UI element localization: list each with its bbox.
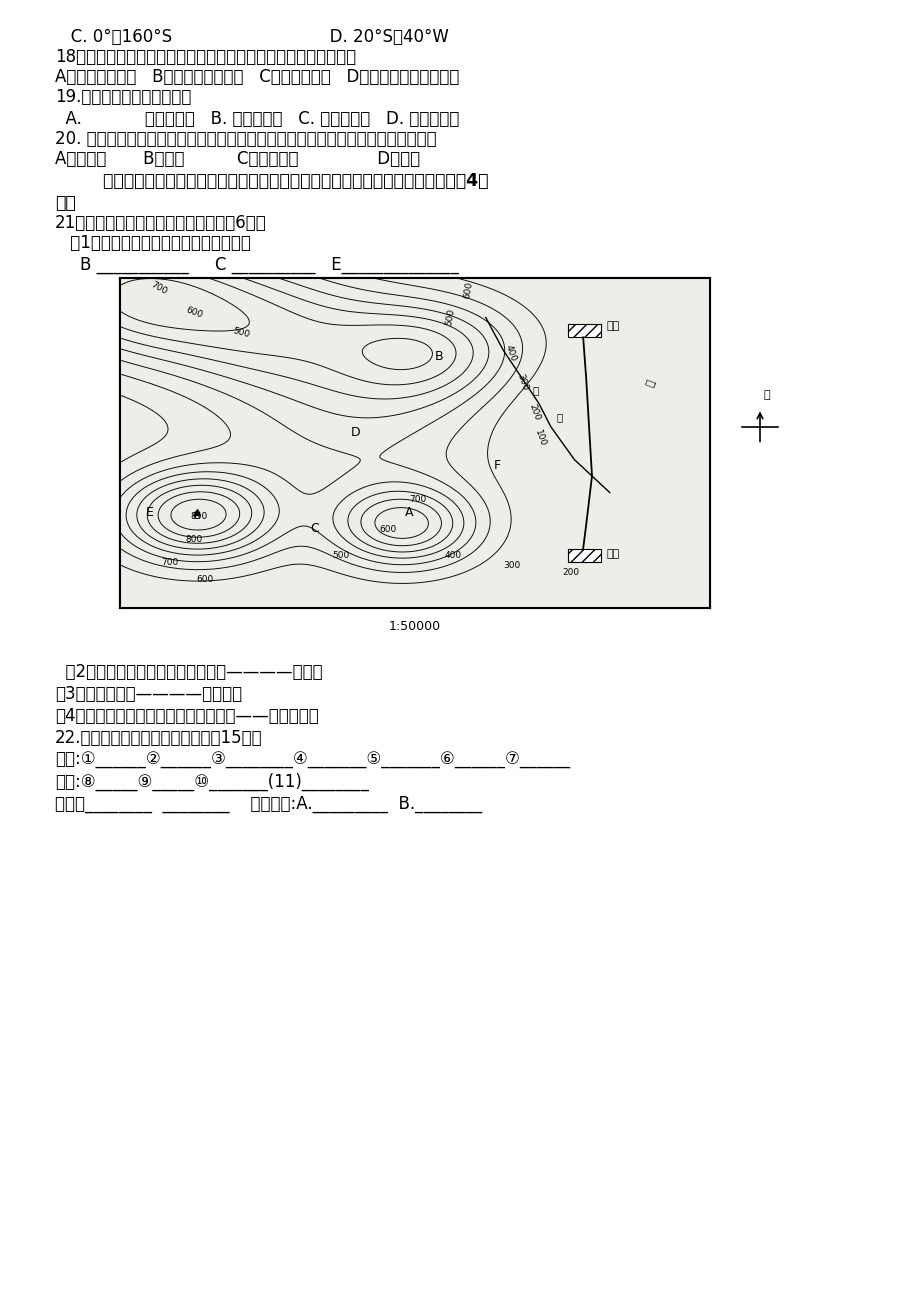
Text: G: G	[193, 511, 200, 521]
Text: 850: 850	[190, 512, 208, 521]
Text: 北: 北	[762, 390, 769, 400]
Text: （3）图中小河向————方向流。: （3）图中小河向————方向流。	[55, 685, 242, 703]
Text: 小: 小	[532, 386, 539, 395]
Text: C. 0°，160°S                              D. 20°S，40°W: C. 0°，160°S D. 20°S，40°W	[55, 29, 448, 46]
Text: 200: 200	[527, 403, 540, 422]
Text: A.            乌拉尔山脉   B. 高加索山脉   C. 苏伊士运河   D. 巴拿马运河: A. 乌拉尔山脉 B. 高加索山脉 C. 苏伊士运河 D. 巴拿马运河	[55, 111, 459, 127]
Text: 500: 500	[232, 326, 251, 339]
Text: B ___________     C __________   E______________: B ___________ C __________ E____________…	[80, 256, 459, 274]
Text: 19.亚洲和非洲的分界线是：: 19.亚洲和非洲的分界线是：	[55, 88, 191, 107]
Text: 大洋:⑧_____⑨_____⑩_______(11)________: 大洋:⑧_____⑨_____⑩_______(11)________	[55, 774, 369, 792]
Text: 500: 500	[444, 308, 456, 326]
Text: 100: 100	[532, 429, 547, 448]
Text: 大洲:①______②______③________④_______⑤_______⑥______⑦______: 大洲:①______②______③________④_______⑤_____…	[55, 751, 570, 770]
Bar	[568, 549, 600, 562]
Text: 700: 700	[150, 280, 169, 296]
Text: 20. 两位同学分别从上海和武汉沿着各自所在地的经线向北走，他俩相会的地点在：: 20. 两位同学分别从上海和武汉沿着各自所在地的经线向北走，他俩相会的地点在：	[55, 130, 437, 148]
Text: 600: 600	[461, 281, 473, 300]
Text: 700: 700	[161, 558, 178, 567]
Text: 500: 500	[332, 551, 349, 560]
Text: 河: 河	[644, 378, 656, 389]
Text: A、英语、基督教   B、法语、伊斯兰教   C、汉语、佛教   D、阿拉伯语、伊斯兰教: A、英语、基督教 B、法语、伊斯兰教 C、汉语、佛教 D、阿拉伯语、伊斯兰教	[55, 68, 459, 86]
Text: 周庄: 周庄	[607, 549, 619, 559]
Text: 400: 400	[503, 343, 517, 363]
Text: 22.读东西半球图，完成下列内容（15分）: 22.读东西半球图，完成下列内容（15分）	[55, 729, 262, 747]
Text: 21、读等高线地形图，按要求完成：（6分）: 21、读等高线地形图，按要求完成：（6分）	[55, 214, 267, 231]
Text: （2）在这幅图中，李庄位于周庄的————方向。: （2）在这幅图中，李庄位于周庄的————方向。	[55, 663, 323, 681]
Text: 三、你会读图吗？（运用你学会的读图技能，解答下列各题。每空１分，本题共4０: 三、你会读图吗？（运用你学会的读图技能，解答下列各题。每空１分，本题共4０	[55, 172, 488, 190]
Bar	[119, 278, 709, 608]
Text: 400: 400	[444, 551, 461, 560]
Text: 1:50000: 1:50000	[389, 620, 440, 633]
Text: 700: 700	[409, 495, 425, 504]
Text: 200: 200	[562, 568, 579, 577]
Text: 600: 600	[197, 575, 214, 584]
Text: 300: 300	[515, 373, 529, 393]
Text: 800: 800	[185, 536, 202, 543]
Text: B: B	[434, 351, 442, 364]
Text: 河: 河	[556, 412, 562, 423]
Text: 300: 300	[503, 562, 520, 571]
Text: A、北极圈       B、北极          C、南回归线               D、南极: A、北极圈 B、北极 C、南回归线 D、南极	[55, 150, 420, 168]
Text: A: A	[404, 506, 413, 519]
Text: 两极：________  ________    东西半球:A._________  B.________: 两极：________ ________ 东西半球:A._________ B.…	[55, 796, 482, 812]
Text: （4）如果需要修筑一座水库大坝，应在——处最合适。: （4）如果需要修筑一座水库大坝，应在——处最合适。	[55, 707, 318, 725]
Text: E: E	[145, 506, 153, 519]
Text: F: F	[494, 459, 501, 472]
Text: 分）: 分）	[55, 194, 75, 212]
Text: 18、在非洲北部和亚洲西部许多国家中居民通用的语言和宗教是：: 18、在非洲北部和亚洲西部许多国家中居民通用的语言和宗教是：	[55, 48, 356, 66]
Text: D: D	[351, 426, 360, 439]
Text: 李庄: 李庄	[607, 321, 619, 330]
Text: （1）填出图中字母所表示的地形名称：: （1）填出图中字母所表示的地形名称：	[65, 234, 251, 252]
Text: 600: 600	[380, 525, 396, 534]
Text: 600: 600	[185, 306, 204, 320]
Bar	[568, 324, 600, 338]
Text: C: C	[310, 523, 319, 536]
